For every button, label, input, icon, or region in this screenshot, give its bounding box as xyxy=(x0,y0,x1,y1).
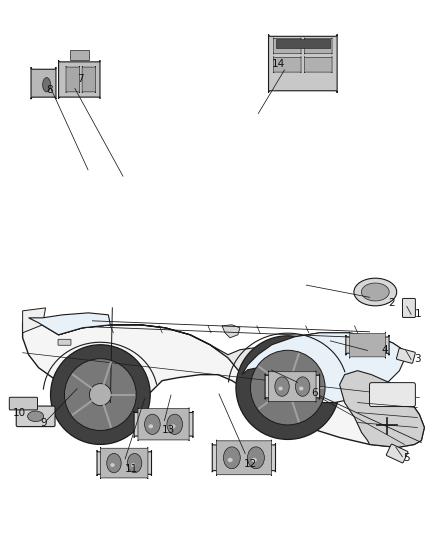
Ellipse shape xyxy=(148,424,153,429)
Polygon shape xyxy=(222,325,240,338)
Polygon shape xyxy=(23,308,46,333)
Ellipse shape xyxy=(107,454,121,473)
Polygon shape xyxy=(23,318,424,447)
Text: 1: 1 xyxy=(414,309,421,319)
FancyBboxPatch shape xyxy=(370,383,415,407)
Ellipse shape xyxy=(354,278,397,306)
Ellipse shape xyxy=(296,377,310,396)
Text: 6: 6 xyxy=(311,388,318,398)
FancyBboxPatch shape xyxy=(97,450,152,476)
FancyBboxPatch shape xyxy=(31,67,56,99)
Circle shape xyxy=(236,336,339,439)
Circle shape xyxy=(89,384,111,406)
FancyBboxPatch shape xyxy=(265,374,320,399)
FancyBboxPatch shape xyxy=(70,50,89,60)
Text: 10: 10 xyxy=(12,408,25,418)
Text: 3: 3 xyxy=(414,354,421,365)
FancyBboxPatch shape xyxy=(134,411,193,438)
Ellipse shape xyxy=(223,447,240,469)
Circle shape xyxy=(64,359,136,431)
FancyBboxPatch shape xyxy=(212,443,276,472)
FancyBboxPatch shape xyxy=(138,408,189,441)
FancyBboxPatch shape xyxy=(403,298,415,318)
FancyBboxPatch shape xyxy=(16,406,55,426)
Text: 11: 11 xyxy=(125,464,138,474)
Polygon shape xyxy=(339,370,424,447)
Bar xyxy=(276,39,330,49)
Text: 14: 14 xyxy=(271,59,285,69)
Ellipse shape xyxy=(247,447,265,469)
Ellipse shape xyxy=(279,386,283,391)
Ellipse shape xyxy=(171,424,176,429)
FancyBboxPatch shape xyxy=(274,38,301,54)
FancyBboxPatch shape xyxy=(9,397,38,410)
FancyBboxPatch shape xyxy=(66,66,80,93)
Text: 8: 8 xyxy=(46,85,53,95)
Circle shape xyxy=(50,345,150,445)
Ellipse shape xyxy=(145,414,160,434)
Polygon shape xyxy=(59,325,407,375)
Ellipse shape xyxy=(299,386,304,391)
Ellipse shape xyxy=(131,463,135,467)
Text: 4: 4 xyxy=(381,345,388,356)
Text: 2: 2 xyxy=(388,297,395,308)
Ellipse shape xyxy=(228,458,233,462)
FancyBboxPatch shape xyxy=(304,38,332,54)
Text: 13: 13 xyxy=(162,425,175,435)
FancyBboxPatch shape xyxy=(346,335,389,355)
Text: 9: 9 xyxy=(40,418,47,427)
Ellipse shape xyxy=(127,454,142,473)
Polygon shape xyxy=(28,313,110,335)
FancyBboxPatch shape xyxy=(216,440,272,476)
Circle shape xyxy=(276,376,299,399)
Text: 12: 12 xyxy=(244,459,257,469)
FancyBboxPatch shape xyxy=(58,340,71,345)
Text: 5: 5 xyxy=(403,453,410,463)
Text: 7: 7 xyxy=(77,75,84,84)
FancyBboxPatch shape xyxy=(268,371,316,402)
Ellipse shape xyxy=(28,411,44,422)
Polygon shape xyxy=(242,333,407,402)
FancyBboxPatch shape xyxy=(101,447,148,479)
Ellipse shape xyxy=(42,78,51,92)
FancyBboxPatch shape xyxy=(396,348,415,364)
FancyBboxPatch shape xyxy=(274,56,301,73)
FancyBboxPatch shape xyxy=(386,444,408,463)
Ellipse shape xyxy=(110,463,115,467)
Ellipse shape xyxy=(361,283,389,301)
FancyBboxPatch shape xyxy=(350,332,385,358)
FancyBboxPatch shape xyxy=(59,60,100,99)
Circle shape xyxy=(251,350,325,425)
FancyBboxPatch shape xyxy=(268,34,337,93)
FancyBboxPatch shape xyxy=(304,56,332,73)
FancyBboxPatch shape xyxy=(82,66,95,93)
Ellipse shape xyxy=(167,414,183,434)
Ellipse shape xyxy=(275,377,289,396)
Ellipse shape xyxy=(252,458,257,462)
